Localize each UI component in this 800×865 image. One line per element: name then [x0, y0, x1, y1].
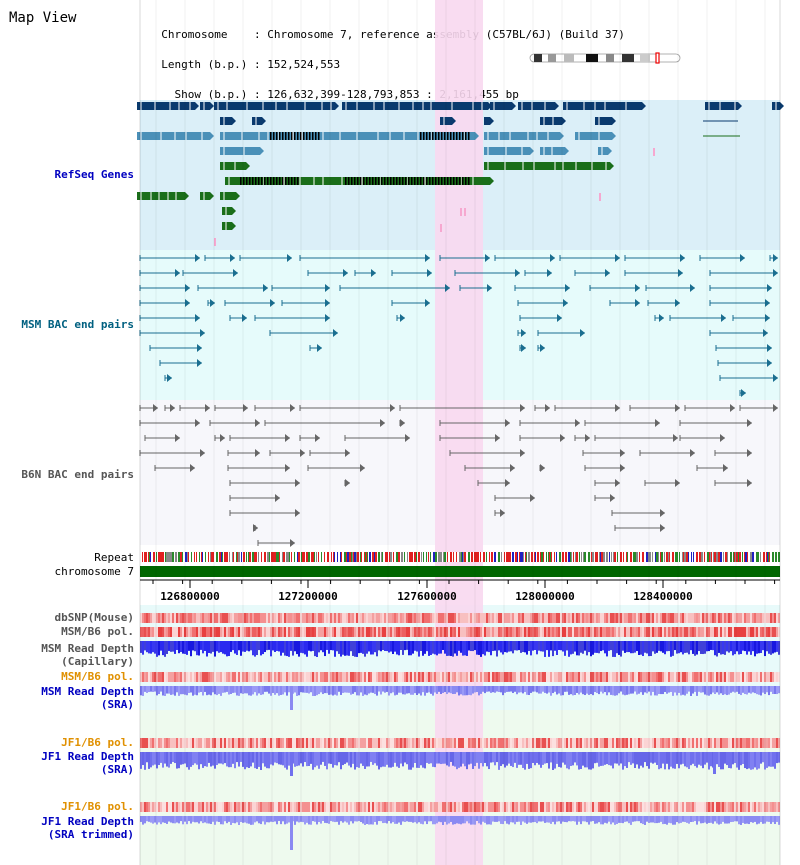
axis-tick-label: 128400000: [633, 590, 693, 603]
chromosome-ideogram[interactable]: [528, 52, 684, 64]
msm-b6-pol-label: MSM/B6 pol.: [61, 625, 134, 638]
axis-tick-label: 127600000: [397, 590, 457, 603]
msm-bac-label: MSM BAC end pairs: [21, 318, 134, 331]
polymorphism-depth-tracks: [140, 613, 780, 850]
repeat-label: Repeat: [94, 551, 134, 564]
msm-depth-capillary-label-1: MSM Read Depth: [41, 642, 134, 655]
jf1-depth-sra-label-1: JF1 Read Depth: [41, 750, 134, 763]
b6n-bac-label: B6N BAC end pairs: [21, 468, 134, 481]
refseq-genes-label: RefSeq Genes: [54, 168, 134, 181]
dbsnp-label: dbSNP(Mouse): [54, 611, 134, 624]
msm-depth-capillary-label-2: (Capillary): [61, 655, 134, 668]
jf1-depth-trim-label-1: JF1 Read Depth: [41, 815, 134, 828]
show-info-row: Show (b.p.) : 126,632,399-128,793,853 : …: [174, 88, 519, 101]
chromosome-bar: [140, 566, 780, 577]
axis-tick-label: 126800000: [160, 590, 220, 603]
msm-bac-track: [139, 254, 778, 397]
axis-tick-label: 128000000: [515, 590, 575, 603]
msm-depth-sra-label-2: (SRA): [100, 698, 134, 711]
position-axis: 126800000 127200000 127600000 128000000 1284…: [140, 579, 780, 603]
length-info-row: Length (b.p.) : 152,524,553: [161, 58, 341, 71]
page-title: Map View: [9, 10, 77, 26]
chromosome-info-row: Chromosome : Chromosome 7, reference ass…: [161, 28, 625, 41]
msm-depth-sra-label-1: MSM Read Depth: [41, 685, 134, 698]
coverage-info-row: Read coverage check span : 10,000: [148, 118, 367, 131]
jf1-depth-sra-label-2: (SRA): [100, 763, 134, 776]
jf1-depth-trim-label-2: (SRA trimmed): [47, 828, 134, 841]
jf1-b6-pol-label: JF1/B6 pol.: [61, 736, 134, 749]
msm-b6-pol-sra-label: MSM/B6 pol.: [61, 670, 134, 683]
chromosome-track-label: chromosome 7: [54, 565, 134, 578]
b6n-bac-track: [139, 404, 778, 547]
axis-tick-label: 127200000: [278, 590, 338, 603]
repeat-track: [140, 552, 780, 562]
jf1-b6-pol-trim-label: JF1/B6 pol.: [61, 800, 134, 813]
region-info: Chromosome : Chromosome 7, reference ass…: [148, 10, 625, 140]
